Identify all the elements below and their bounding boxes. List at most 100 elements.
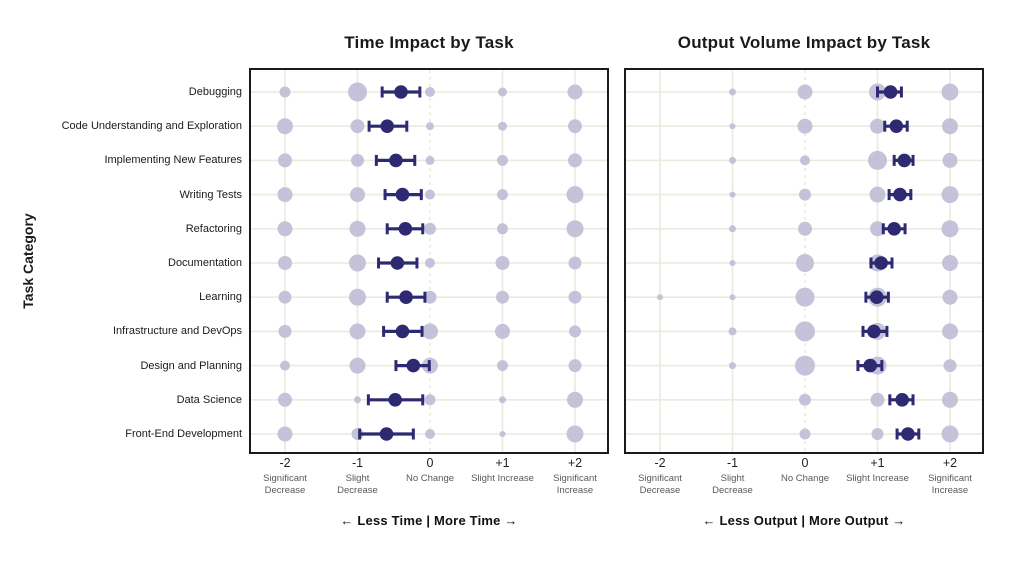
bubble (871, 428, 884, 440)
x-tick-label: -1 (726, 456, 739, 470)
bubble (870, 118, 885, 134)
bubble (349, 288, 366, 306)
bubble (280, 360, 290, 371)
bubble (795, 287, 815, 307)
x-tick: +2 Significant Increase (918, 456, 982, 498)
time-impact-plot (249, 68, 609, 454)
bubble (496, 290, 509, 304)
bubble (349, 254, 366, 272)
bubble (729, 88, 736, 96)
bubble (799, 188, 811, 201)
bubble (425, 258, 435, 268)
bubble (495, 256, 510, 270)
caption-output: ← Less Output | More Output → (702, 513, 906, 528)
mean-dot (390, 256, 405, 270)
bubble (729, 225, 736, 233)
x-tick-label: 0 (801, 456, 809, 470)
bubble (941, 220, 959, 238)
bubble (798, 221, 812, 236)
category-label: Refactoring (185, 222, 242, 235)
mean-dot (399, 290, 413, 304)
bubble (941, 83, 959, 101)
bubble (277, 221, 293, 237)
bubble (277, 187, 293, 203)
mean-dot (869, 290, 884, 304)
plot-svg (626, 70, 982, 452)
bubble (425, 87, 435, 97)
x-tick-label: +2 (942, 456, 958, 470)
x-tick-sublabel: Slight Increase (846, 473, 909, 484)
x-tick-sublabel: Significant Decrease (263, 473, 307, 497)
chart-title-time: Time Impact by Task (344, 33, 514, 52)
x-tick: +1 Slight Increase (846, 456, 910, 485)
category-label: Front-End Development (125, 428, 242, 440)
bubble (425, 155, 435, 165)
mean-dot (379, 427, 394, 441)
x-tick: 0 No Change (398, 456, 462, 485)
mean-dot (388, 393, 402, 407)
bubble (568, 119, 582, 134)
bubble (729, 191, 736, 198)
x-tick-label: 0 (426, 456, 434, 470)
bubble (277, 118, 293, 135)
bubble (349, 323, 366, 340)
bubble (279, 86, 291, 98)
bubble (425, 189, 435, 200)
bubble (942, 118, 958, 135)
bubble (350, 187, 365, 203)
bubble (349, 357, 366, 374)
bubble (277, 426, 293, 442)
caption-time: ← Less Time | More Time → (340, 513, 518, 528)
bubble (425, 429, 435, 439)
x-tick-label: -1 (351, 456, 364, 470)
bubble (729, 294, 736, 301)
bubble (566, 425, 584, 443)
mean-dot (398, 222, 413, 236)
mean-dot (889, 119, 904, 133)
bubble (278, 290, 292, 304)
bubble (568, 290, 582, 304)
x-tick-sublabel: Slight Increase (471, 473, 534, 484)
mean-dot (389, 153, 403, 168)
mean-dot (887, 222, 901, 236)
mean-dot (380, 119, 395, 133)
bubble (497, 154, 508, 166)
bubble (800, 155, 810, 166)
bubble (354, 396, 361, 404)
bubble (497, 189, 508, 201)
x-tick-sublabel: Slight Decrease (712, 473, 753, 497)
x-tick-sublabel: Significant Decrease (638, 473, 682, 497)
bubble (942, 391, 958, 408)
category-label: Design and Planning (140, 359, 242, 372)
category-label: Implementing New Features (104, 154, 242, 167)
bubble (797, 118, 813, 134)
x-tick: 0 No Change (773, 456, 837, 485)
x-tick-label: +1 (870, 456, 885, 470)
bubble (568, 153, 582, 168)
bubble (497, 223, 508, 235)
category-label: Writing Tests (179, 188, 242, 201)
bubble (566, 186, 584, 204)
bubble (498, 87, 507, 97)
mean-dot (867, 324, 881, 339)
time-x-axis: -2 Significant Decrease -1 Slight Decrease 0… (249, 456, 609, 508)
mean-dot (897, 153, 912, 168)
category-label: Data Science (176, 393, 242, 406)
bubble (426, 122, 434, 131)
category-label: Documentation (168, 257, 242, 269)
bubble (942, 152, 958, 168)
bubble (348, 82, 367, 102)
x-tick-sublabel: No Change (780, 473, 830, 484)
x-tick-label: -2 (279, 456, 291, 470)
mean-dot (863, 358, 878, 373)
bubble (499, 431, 506, 437)
bubble (499, 396, 506, 404)
mean-dot (394, 85, 408, 99)
bubble (870, 221, 885, 237)
bubble (278, 324, 292, 338)
bubble (569, 325, 581, 338)
bubble (422, 323, 438, 340)
mean-dot (901, 427, 915, 441)
mean-dot (883, 85, 898, 99)
bubble (349, 220, 366, 237)
